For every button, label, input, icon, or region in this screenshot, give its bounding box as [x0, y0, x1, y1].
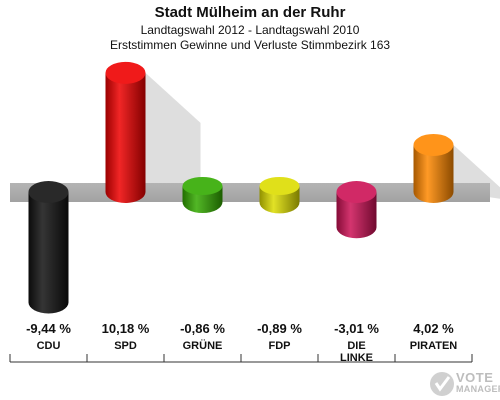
- chart-subtitle: Landtagswahl 2012 - Landtagswahl 2010: [140, 23, 360, 37]
- value-label: 10,18 %: [102, 321, 150, 336]
- category-label: DIE: [347, 340, 365, 352]
- category-label: GRÜNE: [183, 339, 223, 352]
- category-label: FDP: [269, 340, 291, 352]
- bar-die-linke: [336, 181, 377, 239]
- vote-manager-logo-icon: [430, 372, 454, 396]
- bar-shadow: [145, 72, 201, 200]
- bar-cdu: [28, 181, 69, 314]
- category-label: CDU: [37, 340, 61, 352]
- value-label: -0,89 %: [257, 321, 302, 336]
- category-label: PIRATEN: [410, 340, 458, 352]
- category-axis: [9, 354, 473, 363]
- bar-grüne: [182, 177, 223, 214]
- chart-title: Stadt Mülheim an der Ruhr: [154, 4, 346, 21]
- value-labels: -9,44 % 10,18 % -0,86 % -0,89 % -3,01 % 4,02 …: [26, 321, 454, 336]
- watermark-line-1: VOTE: [456, 370, 494, 385]
- value-label: -0,86 %: [180, 321, 225, 336]
- value-label: 4,02 %: [413, 321, 454, 336]
- bar-piraten: [413, 133, 454, 203]
- value-label: -3,01 %: [334, 321, 379, 336]
- bars: [28, 61, 454, 314]
- chart-description: Erststimmen Gewinne und Verluste Stimmbe…: [109, 38, 391, 52]
- category-label: LINKE: [340, 352, 373, 364]
- category-label: SPD: [114, 340, 137, 352]
- watermark-line-2: MANAGER: [456, 384, 500, 394]
- bar-spd: [105, 61, 146, 203]
- value-label: -9,44 %: [26, 321, 71, 336]
- bar-fdp: [259, 177, 300, 214]
